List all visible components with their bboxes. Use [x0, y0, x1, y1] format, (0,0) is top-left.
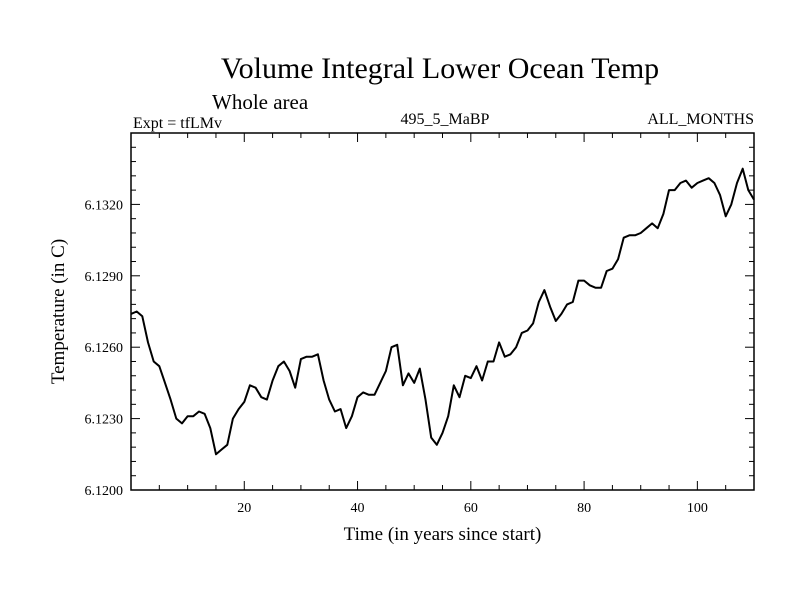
- plot-frame: [130, 132, 755, 491]
- y-tick-label: 6.1290: [85, 270, 124, 285]
- chart-subtitle: Whole area: [212, 90, 309, 114]
- tick-labels: 20 40 60 80 100 6.1200 6.1230 6.1260 6.1290 6.132…: [85, 198, 708, 516]
- x-tick-label: 60: [464, 501, 478, 516]
- y-axis-label: Temperature (in C): [48, 239, 69, 384]
- y-tick-label: 6.1260: [85, 341, 124, 356]
- x-tick-label: 100: [687, 501, 708, 516]
- x-tick-label: 80: [577, 501, 591, 516]
- series-layer: [130, 167, 755, 456]
- x-axis-label: Time (in years since start): [344, 524, 542, 545]
- months-label: ALL_MONTHS: [647, 111, 754, 128]
- x-tick-label: 20: [237, 501, 251, 516]
- axis-ticks: [131, 133, 754, 490]
- chart-title: Volume Integral Lower Ocean Temp: [220, 52, 660, 85]
- y-tick-label: 6.1320: [85, 198, 124, 213]
- y-tick-label: 6.1200: [85, 484, 124, 499]
- y-tick-label: 6.1230: [85, 413, 124, 428]
- experiment-label: Expt = tfLMv: [133, 115, 223, 132]
- x-tick-label: 40: [351, 501, 365, 516]
- series-line: [130, 167, 755, 456]
- period-label: 495_5_MaBP: [400, 111, 490, 128]
